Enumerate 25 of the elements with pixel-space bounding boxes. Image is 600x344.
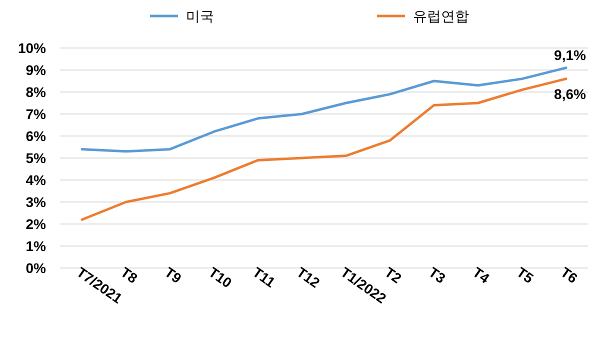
y-tick-label: 5%: [26, 150, 47, 166]
y-tick-label: 3%: [26, 194, 47, 210]
y-tick-label: 10%: [18, 40, 47, 56]
y-tick-label: 6%: [26, 128, 47, 144]
y-tick-label: 2%: [26, 216, 47, 232]
y-tick-label: 9%: [26, 62, 47, 78]
x-tick-label: T12: [294, 264, 324, 291]
y-tick-label: 4%: [26, 172, 47, 188]
legend-label: 미국: [186, 8, 214, 24]
y-tick-label: 8%: [26, 84, 47, 100]
legend-label: 유럽연합: [413, 8, 469, 24]
y-tick-label: 1%: [26, 238, 47, 254]
y-tick-label: 0%: [26, 260, 47, 276]
data-label: 9,1%: [554, 46, 586, 63]
x-tick-label: T5: [514, 264, 537, 286]
x-tick-label: T2: [382, 264, 405, 286]
y-tick-label: 7%: [26, 106, 47, 122]
x-tick-label: T8: [118, 264, 141, 286]
x-tick-label: T9: [162, 264, 185, 286]
x-tick-label: T6: [558, 264, 581, 286]
x-tick-label: T3: [426, 264, 449, 286]
data-label: 8,6%: [554, 86, 586, 102]
x-tick-label: T10: [206, 264, 236, 291]
x-tick-label: T11: [250, 264, 278, 291]
x-tick-label: T4: [470, 264, 493, 286]
